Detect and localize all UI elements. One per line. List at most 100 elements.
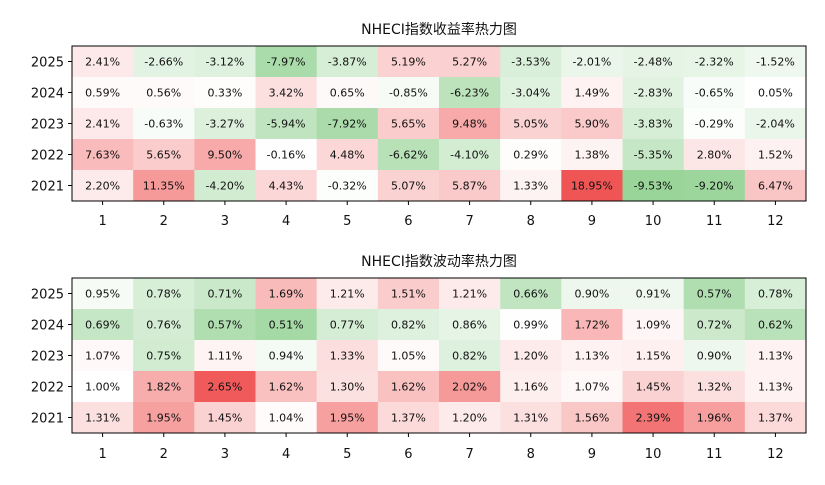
heatmap-cell: [72, 108, 134, 140]
heatmap-cell: [255, 340, 318, 372]
cell-label: 1.62%: [269, 381, 304, 394]
x-tick-label: 5: [343, 447, 351, 462]
heatmap-cell: [744, 108, 807, 140]
heatmap-cell: [133, 402, 195, 434]
heatmap-cell: [561, 278, 623, 310]
cell-label: 0.56%: [146, 87, 181, 100]
cell-label: 9.48%: [452, 118, 487, 131]
heatmap-cell: [255, 278, 318, 310]
cell-label: -3.27%: [205, 118, 244, 131]
cell-label: 0.51%: [269, 319, 304, 332]
x-tick-label: 9: [588, 447, 596, 462]
cell-label: 1.82%: [146, 381, 181, 394]
heatmap-cell: [683, 46, 746, 78]
heatmap-cell: [439, 46, 501, 78]
heatmap-cell: [500, 108, 562, 140]
cell-label: 4.43%: [269, 180, 304, 193]
cell-label: 1.13%: [758, 350, 793, 363]
heatmap-cell: [439, 278, 501, 310]
cell-label: 0.33%: [207, 87, 242, 100]
heatmap-cell: [255, 402, 318, 434]
heatmap-cell: [500, 278, 562, 310]
cell-label: -3.83%: [634, 118, 673, 131]
cell-label: 2.80%: [697, 149, 732, 162]
cell-label: 0.82%: [391, 319, 426, 332]
cell-label: -3.53%: [511, 56, 550, 69]
heatmap-cell: [439, 139, 501, 171]
cell-label: -7.92%: [328, 118, 367, 131]
cell-label: 1.96%: [697, 412, 732, 425]
cell-label: 0.90%: [697, 350, 732, 363]
cell-label: -2.04%: [756, 118, 795, 131]
cell-label: 5.65%: [391, 118, 426, 131]
x-tick-label: 9: [588, 214, 596, 229]
cell-label: 0.57%: [697, 288, 732, 301]
cell-label: 0.72%: [697, 319, 732, 332]
heatmap-cell: [377, 309, 440, 341]
heatmap-cell: [316, 278, 379, 310]
heatmap-cell: [561, 108, 623, 140]
cell-label: 5.05%: [513, 118, 548, 131]
heatmap-cell: [439, 309, 501, 341]
x-tick-label: 7: [465, 214, 473, 229]
cell-label: -4.10%: [450, 149, 489, 162]
heatmap-cell: [133, 77, 195, 109]
heatmap-cell: [561, 170, 623, 202]
heatmap-cell: [255, 139, 318, 171]
x-tick-label: 4: [282, 447, 290, 462]
cell-label: 1.56%: [574, 412, 609, 425]
heatmap-cell: [439, 170, 501, 202]
cell-label: 11.35%: [143, 180, 185, 193]
cell-label: 1.45%: [207, 412, 242, 425]
cell-label: 1.52%: [758, 149, 793, 162]
heatmap-cell: [72, 46, 134, 78]
heatmap-cell: [622, 340, 685, 372]
heatmap-cell: [744, 278, 807, 310]
heatmap-cell: [622, 170, 685, 202]
cell-label: 2.20%: [85, 180, 120, 193]
heatmap-cell: [377, 46, 440, 78]
heatmap-cell: [377, 371, 440, 403]
y-tick-label: 2024: [31, 319, 64, 334]
x-tick-label: 7: [465, 447, 473, 462]
cell-label: 1.37%: [758, 412, 793, 425]
cell-label: 1.07%: [85, 350, 120, 363]
heatmap-cell: [561, 46, 623, 78]
x-tick-label: 10: [645, 447, 662, 462]
cell-label: -0.32%: [328, 180, 367, 193]
heatmap-cell: [500, 139, 562, 171]
heatmap-cell: [72, 309, 134, 341]
heatmap-cell: [316, 340, 379, 372]
heatmap-cell: [683, 371, 746, 403]
heatmap-cell: [377, 402, 440, 434]
cell-label: 0.29%: [513, 149, 548, 162]
heatmap-cell: [255, 170, 318, 202]
heatmap-cell: [194, 309, 256, 341]
y-tick-label: 2023: [31, 350, 64, 365]
heatmap-cell: [561, 139, 623, 171]
heatmap-cell: [622, 371, 685, 403]
heatmap-cell: [194, 402, 256, 434]
heatmap-cell: [72, 402, 134, 434]
cell-label: 1.45%: [636, 381, 671, 394]
heatmap-cell: [377, 139, 440, 171]
heatmap-cell: [622, 108, 685, 140]
cell-label: 1.37%: [391, 412, 426, 425]
cell-label: 1.07%: [574, 381, 609, 394]
cell-label: 0.77%: [330, 319, 365, 332]
cell-label: 0.76%: [146, 319, 181, 332]
heatmap-cell: [500, 46, 562, 78]
heatmap-cell: [622, 46, 685, 78]
heatmap-cell: [194, 170, 256, 202]
cell-label: 1.51%: [391, 288, 426, 301]
cell-label: 4.48%: [330, 149, 365, 162]
cell-label: 5.07%: [391, 180, 426, 193]
heatmap-cell: [316, 46, 379, 78]
heatmap-cell: [194, 108, 256, 140]
heatmap-cell: [439, 340, 501, 372]
heatmap-cell: [377, 278, 440, 310]
heatmap-cell: [744, 402, 807, 434]
heatmap-cell: [744, 77, 807, 109]
heatmap-cell: [744, 139, 807, 171]
